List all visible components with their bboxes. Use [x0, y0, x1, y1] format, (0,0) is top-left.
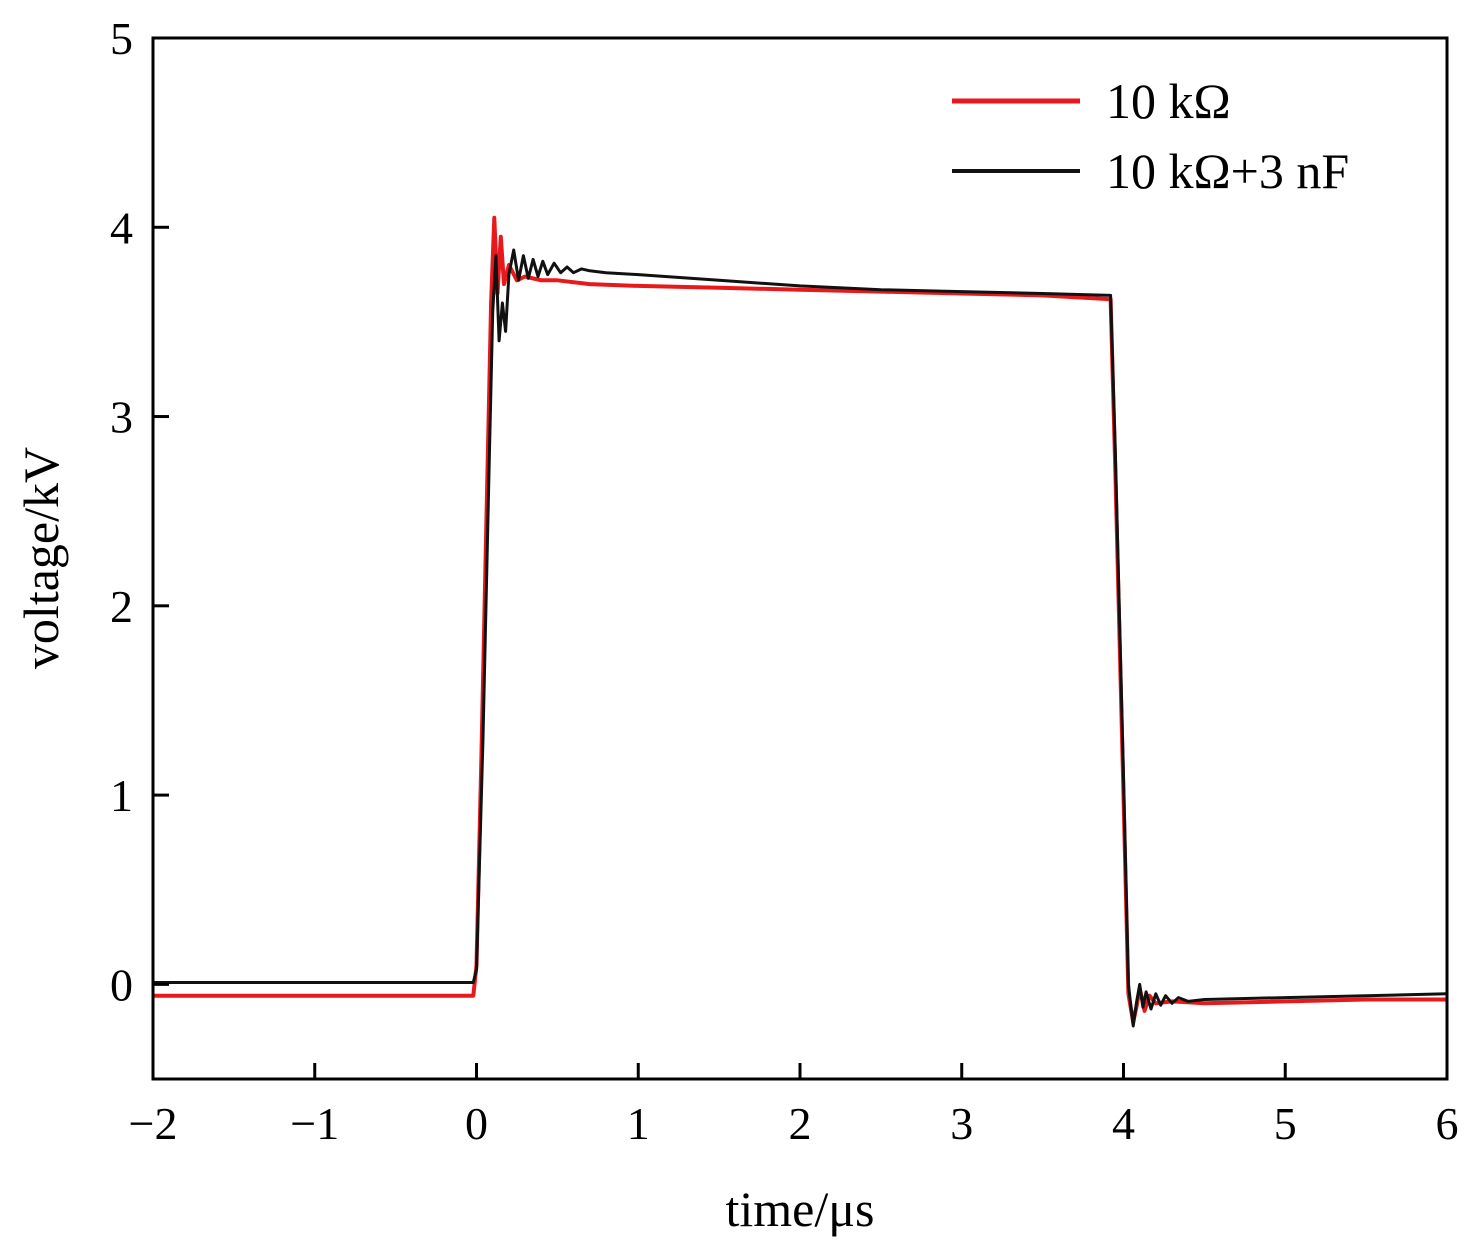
x-tick-label: 6	[1436, 1098, 1459, 1149]
y-tick-label: 0	[110, 959, 133, 1010]
y-tick-label: 1	[110, 770, 133, 821]
series-line-10k-3nf	[153, 248, 1448, 1028]
x-tick-label: 2	[789, 1098, 812, 1149]
y-tick-label: 4	[110, 202, 133, 253]
y-tick-label: 5	[110, 13, 133, 64]
x-tick-label: 5	[1274, 1098, 1297, 1149]
x-tick-label: 0	[465, 1098, 488, 1149]
legend-label-10k: 10 kΩ	[1106, 73, 1231, 129]
ticks-layer: −2 −1 0 1 2 3 4 5 6 0 1 2 3 4 5	[110, 13, 1459, 1149]
x-tick-label: −1	[290, 1098, 339, 1149]
y-axis-label: voltage/kV	[13, 447, 69, 669]
x-tick-label: 4	[1112, 1098, 1135, 1149]
x-tick-label: 1	[627, 1098, 650, 1149]
x-tick-label: −2	[129, 1098, 178, 1149]
legend-label-10k-3nf: 10 kΩ+3 nF	[1106, 143, 1349, 199]
series-layer	[153, 215, 1448, 1028]
x-tick-label: 3	[950, 1098, 973, 1149]
legend: 10 kΩ 10 kΩ+3 nF	[952, 73, 1349, 199]
x-axis-label: time/μs	[725, 1181, 874, 1237]
series-line-10k	[153, 215, 1447, 1025]
y-tick-label: 3	[110, 392, 133, 443]
y-tick-label: 2	[110, 581, 133, 632]
